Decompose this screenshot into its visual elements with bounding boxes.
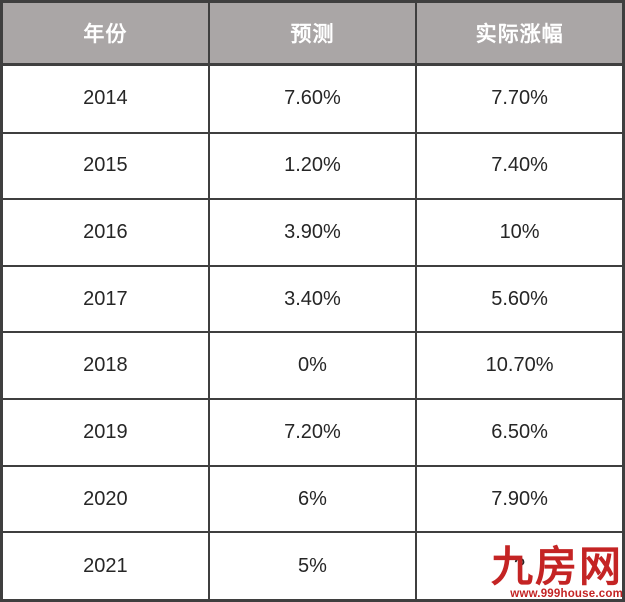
actual-cell: 6.50% xyxy=(415,398,625,467)
actual-cell: 5.60% xyxy=(415,264,625,334)
table-row: 2018 0% 10.70% xyxy=(0,331,625,401)
column-header-forecast: 预测 xyxy=(207,0,418,66)
actual-cell: 7.70% xyxy=(415,63,625,134)
actual-cell: 7.40% xyxy=(415,131,625,201)
column-header-actual: 实际涨幅 xyxy=(415,0,625,66)
table-row: 2020 6% 7.90% xyxy=(0,464,625,534)
table-header: 年份 预测 实际涨幅 xyxy=(0,0,625,66)
year-cell: 2019 xyxy=(0,398,210,467)
year-cell: 2014 xyxy=(0,63,210,134)
year-cell: 2017 xyxy=(0,264,210,334)
year-cell: 2016 xyxy=(0,198,210,267)
actual-cell: 10.70% xyxy=(415,331,625,401)
forecast-cell: 1.20% xyxy=(207,131,418,201)
forecast-cell: 7.60% xyxy=(207,63,418,134)
year-cell: 2015 xyxy=(0,131,210,201)
year-cell: 2021 xyxy=(0,531,210,602)
table-row: 2021 5% ? xyxy=(0,531,625,602)
year-cell: 2018 xyxy=(0,331,210,401)
table-row: 2017 3.40% 5.60% xyxy=(0,264,625,334)
actual-cell: 7.90% xyxy=(415,464,625,534)
table-row: 2015 1.20% 7.40% xyxy=(0,131,625,201)
table-row: 2019 7.20% 6.50% xyxy=(0,398,625,467)
year-cell: 2020 xyxy=(0,464,210,534)
actual-cell-unknown: ? xyxy=(415,531,625,602)
forecast-cell: 3.90% xyxy=(207,198,418,267)
forecast-cell: 3.40% xyxy=(207,264,418,334)
column-header-year: 年份 xyxy=(0,0,210,66)
forecast-cell: 6% xyxy=(207,464,418,534)
forecast-cell: 0% xyxy=(207,331,418,401)
table-body: 2014 7.60% 7.70% 2015 1.20% 7.40% 2016 3… xyxy=(0,63,625,602)
table-row: 2014 7.60% 7.70% xyxy=(0,63,625,134)
actual-cell: 10% xyxy=(415,198,625,267)
header-row: 年份 预测 实际涨幅 xyxy=(0,0,625,66)
forecast-cell: 7.20% xyxy=(207,398,418,467)
table-row: 2016 3.90% 10% xyxy=(0,198,625,267)
forecast-cell: 5% xyxy=(207,531,418,602)
